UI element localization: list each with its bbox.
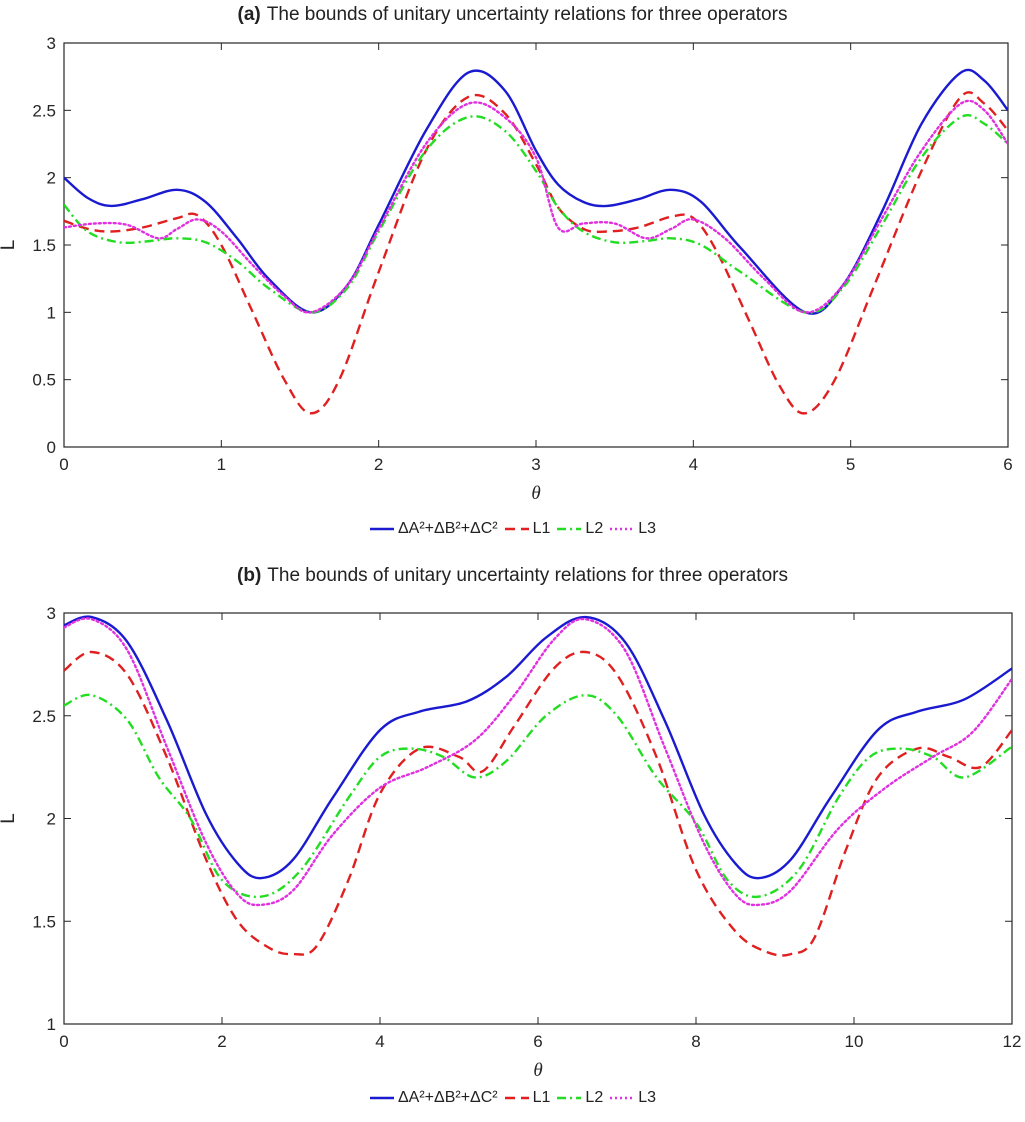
y-tick-label: 3: [47, 604, 56, 623]
y-tick-label: 1.5: [32, 912, 56, 931]
x-tick-label: 1: [217, 455, 226, 474]
legend-label-3: L2: [585, 520, 604, 537]
legend-item-4: L3: [609, 1089, 656, 1107]
legend-swatch-3: [557, 527, 582, 531]
legend-b: ΔA²+ΔB²+ΔC² L1 L2 L3: [0, 1089, 1025, 1107]
legend-item-4: L3: [609, 520, 656, 538]
x-tick-label: 10: [845, 1032, 864, 1051]
series-line-4: [64, 99, 1008, 314]
y-tick-label: 2: [47, 810, 56, 829]
legend-swatch-2: [504, 1096, 529, 1100]
chart-panel-b: (b) The bounds of unitary uncertainty rel…: [0, 561, 1025, 1122]
series-line-4: [64, 617, 1012, 907]
legend-swatch-1: [369, 1096, 394, 1100]
panel-label-a: (a): [237, 4, 261, 25]
legend-a: ΔA²+ΔB²+ΔC² L1 L2 L3: [0, 520, 1025, 538]
y-axis-label: L: [0, 813, 19, 824]
legend-item-2: L1: [504, 520, 551, 538]
legend-item-2: L1: [504, 1089, 551, 1107]
legend-item-3: L2: [556, 1089, 603, 1107]
legend-swatch-4: [610, 1096, 635, 1100]
legend-item-1: ΔA²+ΔB²+ΔC²: [369, 1089, 498, 1107]
x-tick-label: 6: [1003, 455, 1012, 474]
x-tick-label: 6: [533, 1032, 542, 1051]
chart-title-b: (b) The bounds of unitary uncertainty rel…: [0, 565, 1025, 587]
y-tick-label: 1: [47, 303, 56, 322]
y-tick-label: 0.5: [32, 371, 56, 390]
x-axis-label: θ: [533, 1060, 542, 1081]
x-tick-label: 3: [531, 455, 540, 474]
x-tick-label: 2: [374, 455, 383, 474]
y-tick-label: 0: [47, 438, 56, 457]
chart-panel-a: (a) The bounds of unitary uncertainty rel…: [0, 4, 1025, 538]
series-line-3: [64, 693, 1012, 899]
y-tick-label: 2: [47, 169, 56, 188]
plot-area-frame: [63, 612, 1013, 1025]
legend-item-1: ΔA²+ΔB²+ΔC²: [369, 520, 498, 538]
chart-title-a: (a) The bounds of unitary uncertainty rel…: [0, 4, 1025, 26]
legend-label-1: ΔA²+ΔB²+ΔC²: [397, 1089, 498, 1106]
x-tick-label: 12: [1003, 1032, 1022, 1051]
legend-label-4: L3: [638, 1089, 657, 1106]
chart-title-text-b: The bounds of unitary uncertainty relati…: [267, 565, 788, 586]
y-tick-label: 1: [47, 1015, 56, 1034]
y-tick-label: 3: [47, 34, 56, 53]
y-tick-label: 1.5: [32, 236, 56, 255]
x-tick-label: 5: [846, 455, 855, 474]
legend-label-1: ΔA²+ΔB²+ΔC²: [397, 520, 498, 537]
legend-label-2: L1: [532, 1089, 551, 1106]
legend-label-3: L2: [585, 1089, 604, 1106]
y-axis-label: L: [0, 240, 19, 251]
series-line-2: [64, 650, 1012, 957]
x-axis-label: θ: [531, 483, 540, 504]
y-tick-label: 2.5: [32, 707, 56, 726]
line-chart-a: 0 1 2 3 4 5 6 0 0.5 1 1.5 2 2.5 3 θ L: [0, 34, 1013, 504]
y-tick-label: 2.5: [32, 101, 56, 120]
legend-swatch-1: [369, 527, 394, 531]
legend-swatch-4: [610, 527, 635, 531]
x-tick-label: 8: [691, 1032, 700, 1051]
x-tick-label: 4: [375, 1032, 384, 1051]
line-chart-b: 0 2 4 6 8 10 12 1 1.5 2 2.5 3 θ L: [0, 604, 1022, 1081]
chart-title-text-a: The bounds of unitary uncertainty relati…: [266, 4, 788, 25]
legend-item-3: L2: [556, 520, 603, 538]
x-tick-label: 4: [689, 455, 698, 474]
legend-label-2: L1: [532, 520, 551, 537]
series-line-1: [64, 68, 1008, 315]
series-line-1: [64, 615, 1012, 880]
panel-label-b: (b): [237, 565, 262, 586]
x-tick-label: 2: [217, 1032, 226, 1051]
legend-swatch-2: [504, 527, 529, 531]
x-tick-label: 0: [59, 1032, 68, 1051]
legend-swatch-3: [557, 1096, 582, 1100]
series-line-3: [64, 113, 1008, 314]
legend-label-4: L3: [638, 520, 657, 537]
x-tick-label: 0: [59, 455, 68, 474]
